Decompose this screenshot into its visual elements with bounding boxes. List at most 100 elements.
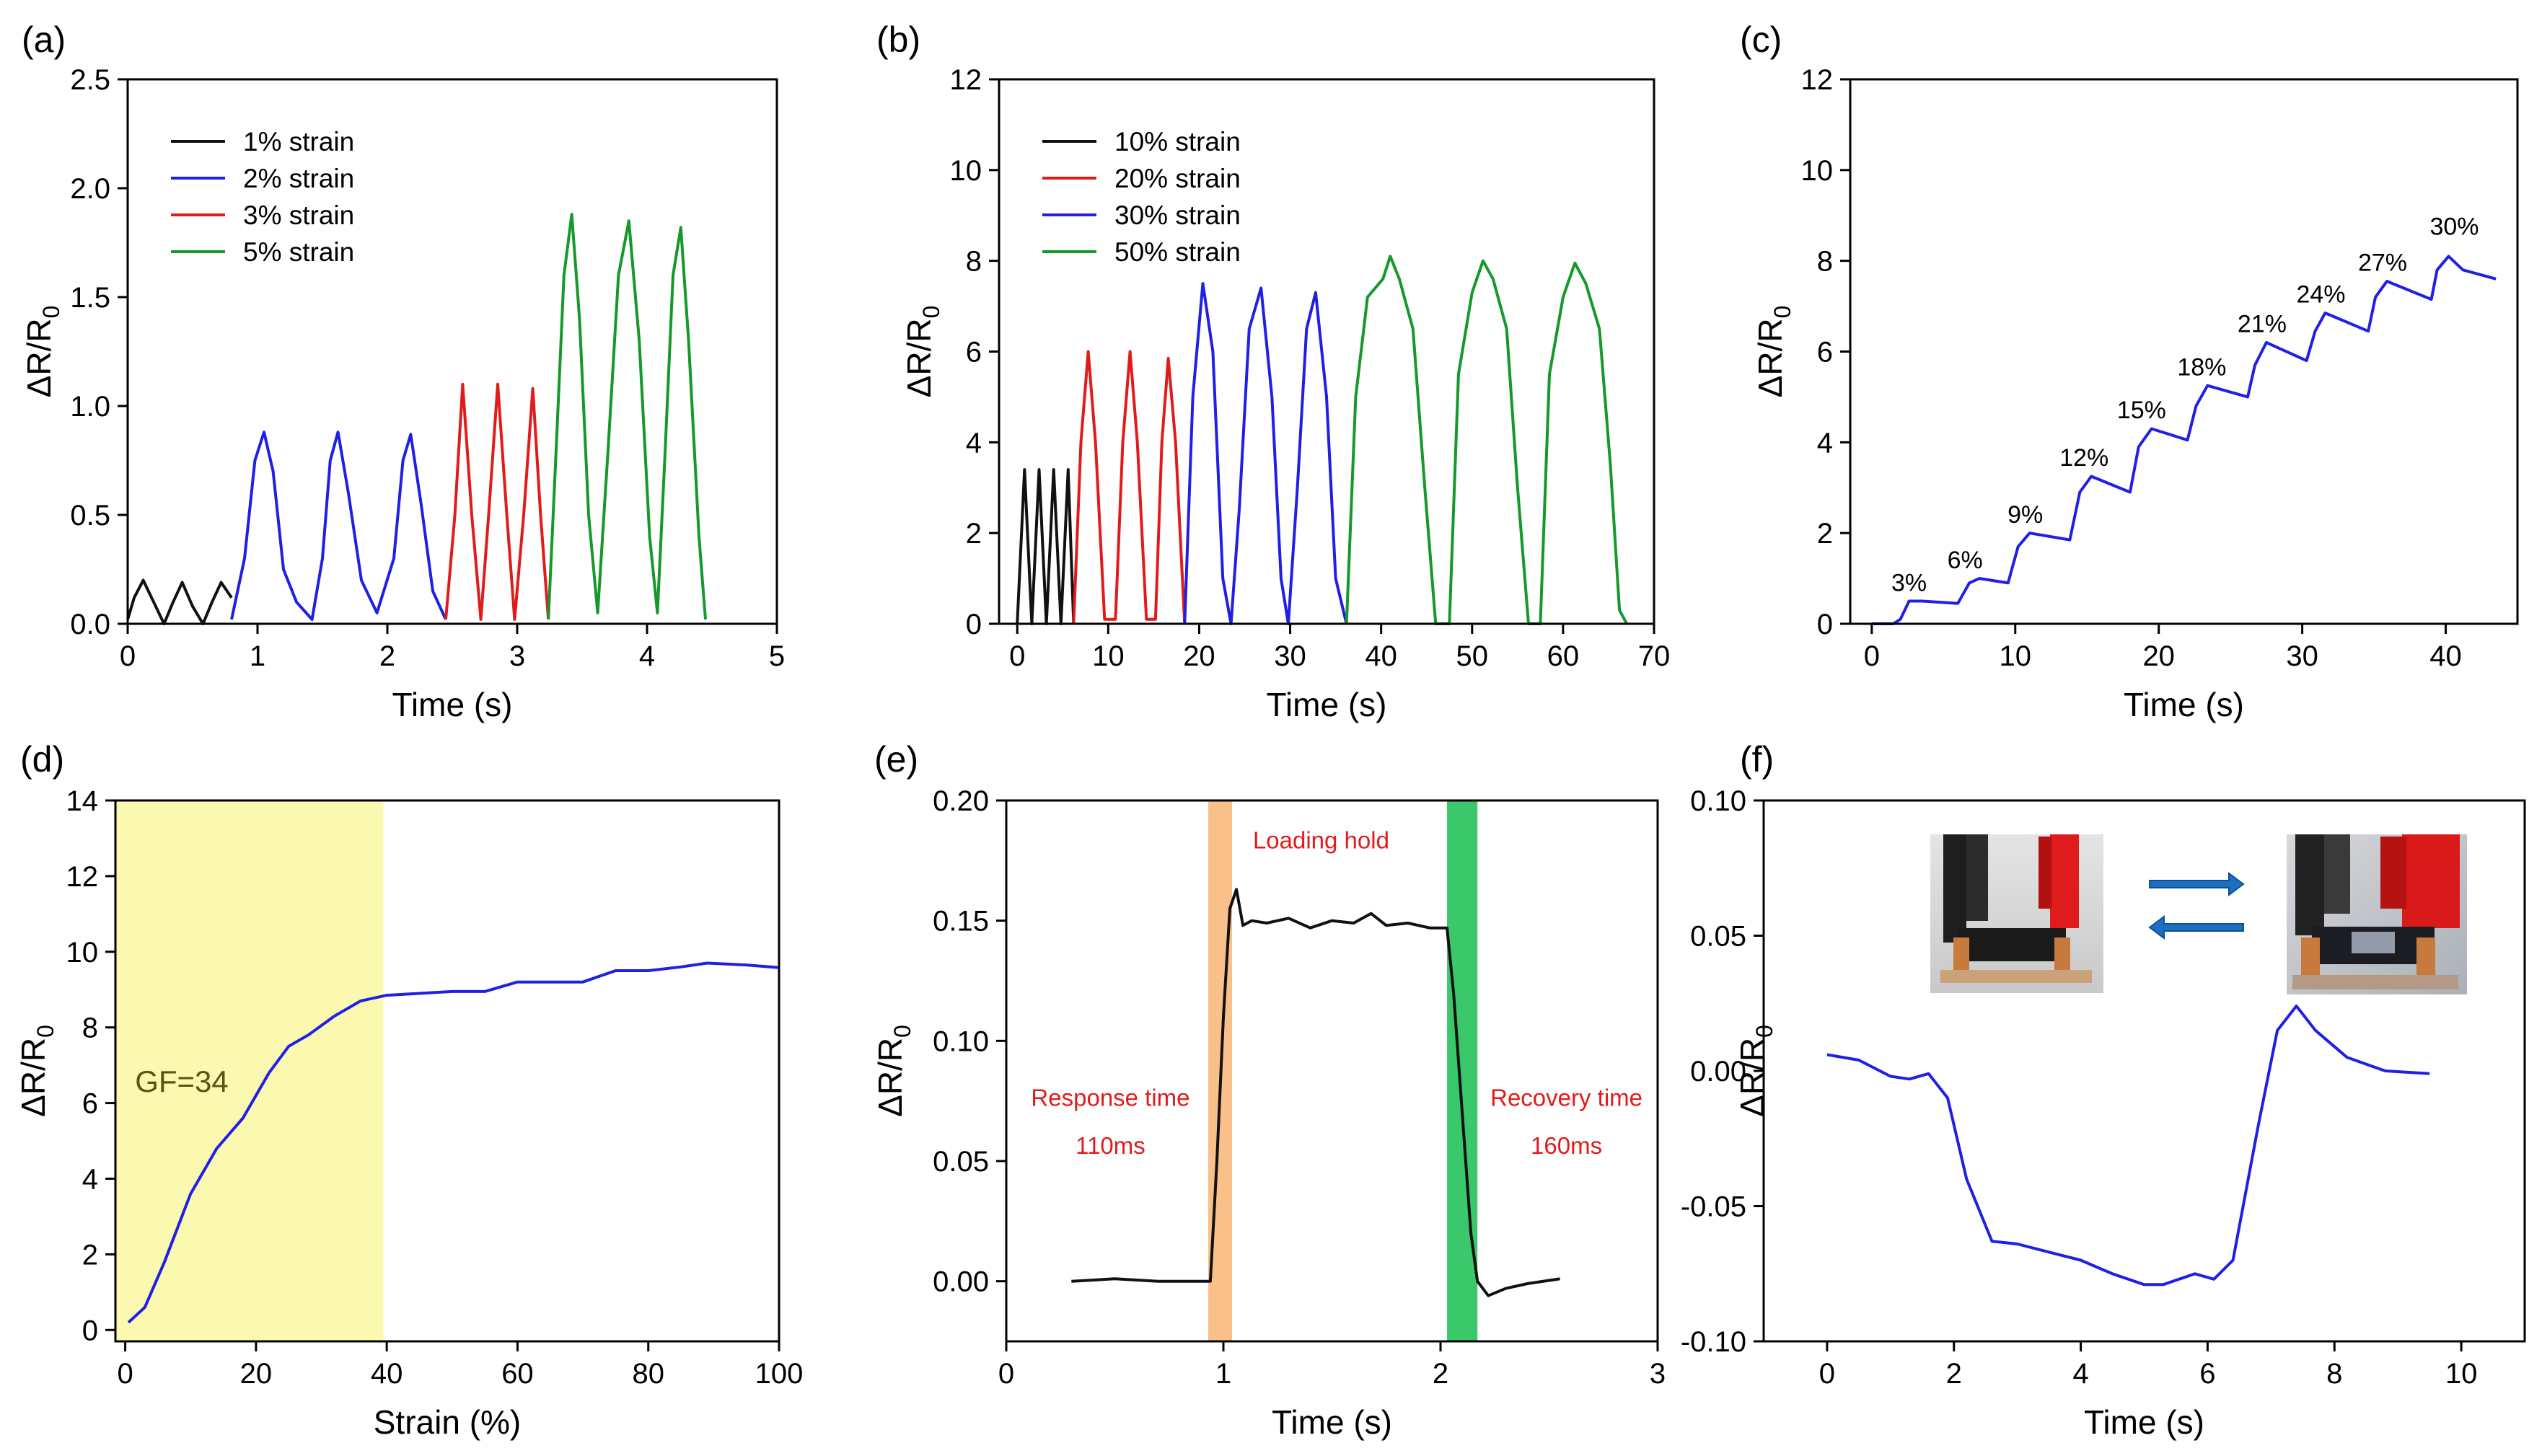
panel-a: 0 1 2 3 4 5 0.0 0.5 1.0 1.5 2.0 2.5 Time (s) ΔR/R0 (a)… [20,19,785,723]
x-tick-label: 10 [2000,640,2032,672]
axes-frame [1849,78,2519,625]
y-tick-label: 12 [66,861,99,893]
y-axis-label: ΔR/R0 [1751,306,1795,398]
recovery-time-value: 160ms [1531,1132,1602,1159]
x-tick-label: 40 [1365,640,1397,672]
step-annotation: 27% [2358,250,2407,277]
step-annotation: 30% [2429,213,2479,240]
x-tick-label: 4 [2072,1358,2088,1390]
series-line-3-strain [444,382,550,621]
y-tick-label: 0 [82,1315,98,1346]
gauge-factor-label: GF=34 [135,1064,229,1098]
series-line-10-strain [1016,468,1076,625]
axes-frame [114,799,780,1343]
axes-frame [998,78,1655,625]
x-tick-label: 40 [2429,640,2462,672]
x-axis-label: Time (s) [2124,686,2244,723]
y-tick-label: 10 [950,155,982,187]
x-axis-label: Time (s) [2084,1403,2204,1441]
legend-label: 30% strain [1114,200,1241,230]
x-tick-label: 80 [632,1358,664,1390]
y-tick-label: 2 [82,1239,98,1271]
panel-b: 0 10 20 30 40 50 60 70 0 2 4 6 8 10 12 Time (s) ΔR/R0 (b)… [876,19,1670,723]
legend-label: 2% strain [243,164,354,193]
y-tick-label: 8 [966,246,982,278]
y-tick-label: 6 [1817,337,1833,369]
x-tick-label: 2 [1946,1358,1962,1390]
x-axis-label: Time (s) [392,686,513,723]
x-tick-label: 8 [2326,1358,2342,1390]
x-axis-label: Time (s) [1272,1403,1392,1441]
y-tick-label: 10 [66,937,99,969]
y-tick-label: 1.5 [70,282,110,314]
response-time-value: 110ms [1076,1132,1145,1159]
y-tick-label: 2 [966,518,982,550]
recovery-band [1447,800,1478,1341]
series-line-response [127,961,780,1324]
step-annotation: 9% [2007,501,2043,529]
series-line-signal [1071,888,1560,1297]
panel-label: (e) [874,739,918,780]
x-tick-label: 0 [1819,1358,1835,1390]
x-tick-label: 10 [2445,1358,2478,1390]
series-line-signal [1826,1005,2430,1287]
x-tick-label: 0 [1009,640,1025,672]
y-axis-label: ΔR/R0 [1733,1025,1777,1117]
x-tick-label: 2 [379,640,395,672]
legend-label: 50% strain [1114,237,1241,267]
y-tick-label: 2.5 [70,64,110,96]
y-tick-label: 6 [966,337,982,369]
y-tick-label: 0.00 [1690,1056,1746,1087]
x-tick-label: 30 [1274,640,1306,672]
y-tick-label: 0.5 [70,500,110,531]
y-tick-label: -0.05 [1681,1191,1746,1223]
x-axis-label: Time (s) [1267,686,1387,723]
series-line-1-strain [126,578,233,625]
step-annotation: 3% [1891,569,1927,596]
legend-label: 20% strain [1114,164,1241,193]
panel-c: 0 10 20 30 40 0 2 4 6 8 10 12 Time (s) ΔR/R0 (c) 3% 6% 9%… [1740,19,2519,723]
series-line-30-strain [1183,282,1348,625]
y-tick-label: 4 [1817,427,1833,459]
y-tick-label: 4 [82,1163,98,1195]
series-line-50-strain [1345,255,1628,625]
x-tick-label: 1 [1215,1358,1231,1390]
y-axis-label: ΔR/R0 [20,306,64,398]
gf-highlight-region [115,800,384,1341]
step-annotation: 6% [1948,547,1983,574]
series-line-5-strain [547,213,707,620]
panel-label: (f) [1740,739,1774,780]
photo-relaxed-sensor [1930,834,2103,993]
photo-stretched-sensor [2287,834,2467,994]
y-tick-label: 0.10 [933,1025,989,1057]
y-tick-label: 0.05 [933,1146,989,1178]
x-tick-label: 20 [240,1358,273,1390]
response-time-label: Response time [1031,1084,1189,1111]
y-tick-label: 8 [1817,246,1833,278]
y-axis-label: ΔR/R0 [900,306,944,398]
panel-f: 0 2 4 6 8 10 -0.10 -0.05 0.00 0.05 0.10 Time (s) ΔR/… [1681,739,2526,1441]
legend-label: 10% strain [1114,127,1241,156]
panel-label: (b) [876,19,920,60]
step-annotation: 12% [2059,444,2108,472]
y-tick-label: 12 [1801,64,1834,96]
y-tick-label: 14 [66,785,99,817]
y-tick-label: 0.10 [1690,785,1746,817]
y-axis-label: ΔR/R0 [871,1025,915,1117]
arrow-right-icon [2149,872,2245,896]
y-tick-label: 0.0 [70,609,110,640]
x-tick-label: 0 [998,1358,1014,1390]
y-tick-label: 0.15 [933,906,989,937]
panel-e: 0 1 2 3 0.00 0.05 0.10 0.15 0.20 Time (s) ΔR/R0 (e)… [871,739,1666,1441]
x-tick-label: 1 [250,640,265,672]
panel-d: 0 20 40 60 80 100 0 2 4 6 8 10 12 14 Strain (%) ΔR/R0 (d… [14,739,803,1441]
y-tick-label: 8 [82,1012,98,1044]
panel-label: (a) [22,19,66,60]
y-axis-label: ΔR/R0 [14,1025,58,1117]
x-tick-label: 100 [755,1358,804,1390]
series-line-20-strain [1072,350,1187,625]
x-tick-label: 60 [501,1358,534,1390]
step-annotation: 18% [2177,353,2226,381]
inset-photos [1930,834,2467,994]
